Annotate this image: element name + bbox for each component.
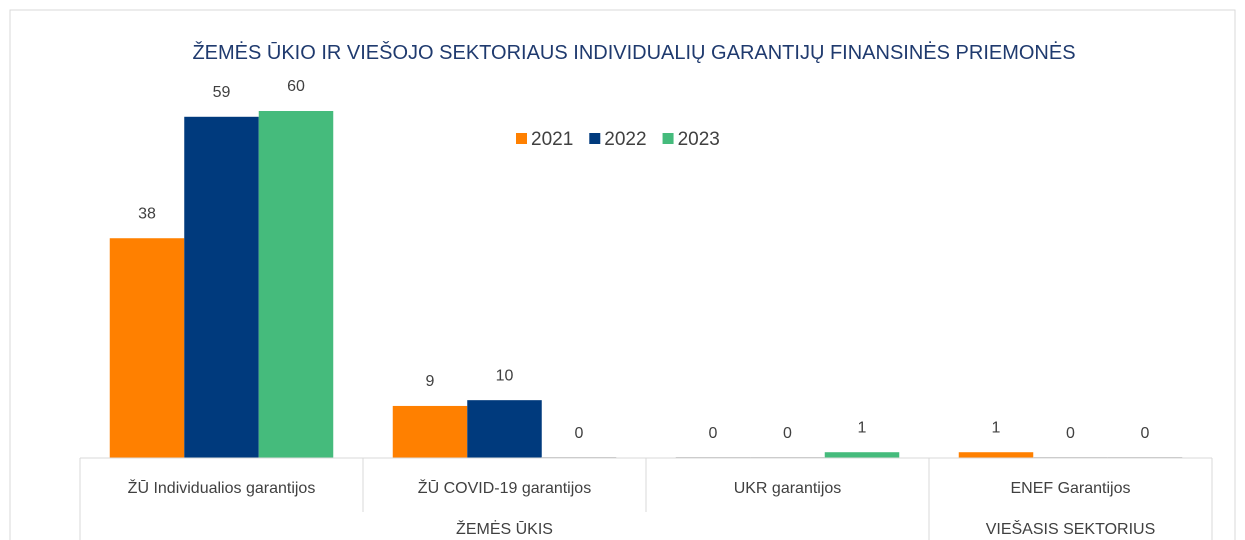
- data-label: 0: [575, 425, 584, 442]
- group-label: ŽEMĖS ŪKIS: [456, 519, 553, 538]
- bar: [467, 400, 542, 458]
- data-label: 0: [709, 425, 718, 442]
- bar: [184, 116, 259, 459]
- data-label: 1: [858, 419, 867, 436]
- data-label: 10: [496, 367, 514, 384]
- data-label: 1: [992, 419, 1001, 436]
- x-tick-label: ENEF Garantijos: [1010, 480, 1130, 497]
- data-label: 60: [287, 78, 305, 95]
- bar: [258, 111, 334, 458]
- chart-title: ŽEMĖS ŪKIO IR VIEŠOJO SEKTORIAUS INDIVID…: [192, 42, 1076, 64]
- data-label: 0: [783, 425, 792, 442]
- bar: [392, 405, 468, 458]
- legend-swatch: [662, 133, 674, 144]
- data-label: 0: [1141, 425, 1150, 442]
- data-label: 59: [213, 84, 231, 101]
- legend-swatch: [589, 133, 601, 144]
- data-label: 0: [1066, 425, 1075, 442]
- bar: [824, 452, 900, 458]
- bar: [109, 238, 185, 458]
- x-tick-label: UKR garantijos: [734, 480, 842, 497]
- x-tick-label: ŽŪ COVID-19 garantijos: [418, 478, 591, 497]
- legend-label: 2023: [678, 129, 720, 150]
- data-label: 38: [138, 205, 156, 222]
- chart-frame: [9, 9, 1236, 540]
- data-label: 9: [426, 373, 435, 390]
- x-tick-label: ŽŪ Individualios garantijos: [128, 478, 316, 497]
- group-label: VIEŠASIS SEKTORIUS: [986, 519, 1156, 538]
- legend-label: 2021: [531, 129, 573, 150]
- legend-label: 2022: [604, 129, 646, 150]
- legend-swatch: [516, 133, 527, 144]
- bar: [958, 452, 1034, 458]
